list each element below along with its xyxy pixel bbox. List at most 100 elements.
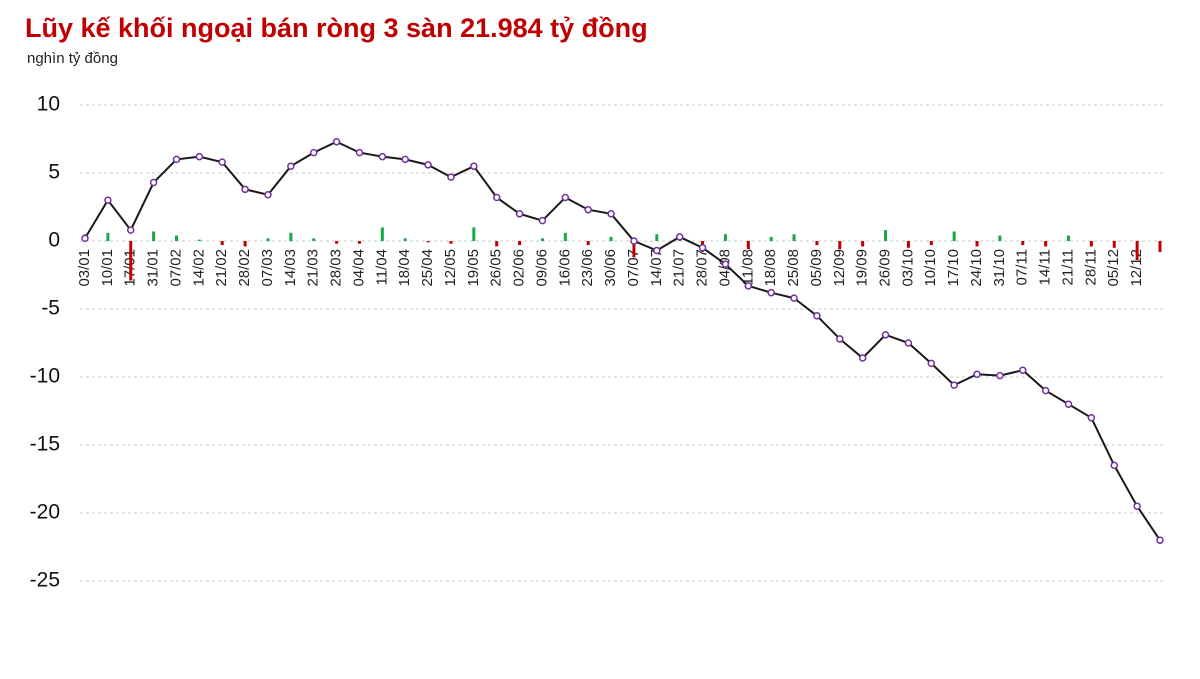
bar [174, 235, 178, 241]
x-tick-label: 26/05 [488, 249, 505, 287]
bar [266, 238, 270, 241]
bar [998, 235, 1002, 241]
bar [289, 232, 293, 241]
y-tick-label: 5 [48, 161, 60, 184]
x-tick-label: 14/03 [282, 249, 299, 287]
x-tick-label: 18/08 [762, 249, 779, 287]
bar [1067, 235, 1071, 241]
x-tick-label: 12/09 [831, 249, 848, 287]
bar [129, 241, 133, 281]
x-tick-label: 09/06 [533, 249, 550, 287]
bar [106, 232, 110, 241]
x-tick-label: 28/07 [694, 249, 711, 287]
bar [540, 238, 544, 241]
point [813, 312, 821, 320]
bar [609, 236, 613, 241]
point [996, 371, 1004, 380]
bar [723, 234, 727, 241]
point [515, 210, 524, 218]
y-tick-label: -25 [30, 569, 60, 592]
bar [380, 227, 384, 241]
bar [1112, 241, 1116, 248]
point [378, 152, 387, 161]
bar [152, 231, 156, 241]
point [1064, 400, 1073, 408]
y-tick-label: -15 [30, 433, 60, 456]
point [332, 137, 341, 146]
chart-title: Lũy kế khối ngoại bán ròng 3 sàn 21.984 … [25, 13, 648, 43]
x-tick-label: 25/08 [785, 249, 802, 287]
point [1156, 536, 1164, 544]
point [470, 162, 478, 170]
point [675, 233, 684, 241]
x-tick-label: 02/06 [511, 249, 528, 287]
bar [655, 234, 659, 241]
x-tick-label: 03/01 [76, 249, 93, 287]
x-tick-label: 19/05 [465, 249, 482, 287]
point [1110, 461, 1119, 470]
x-tick-label: 07/07 [625, 249, 642, 287]
point [950, 381, 958, 389]
bar [243, 241, 247, 247]
bar [838, 241, 842, 250]
bar [220, 241, 224, 246]
point [264, 191, 272, 199]
bar [975, 241, 979, 247]
x-tick-label: 21/02 [213, 249, 230, 287]
bar [1135, 241, 1139, 261]
point [241, 185, 249, 194]
bar [1089, 241, 1093, 247]
x-tick-label: 10/01 [99, 249, 116, 287]
bar [518, 241, 522, 246]
x-tick-label: 04/04 [350, 249, 367, 287]
x-tick-label: 11/04 [373, 249, 390, 285]
x-tick-label: 18/04 [396, 249, 413, 287]
bar [312, 238, 316, 241]
point [607, 210, 615, 218]
x-tick-label: 16/06 [556, 249, 573, 287]
point [309, 148, 318, 157]
bar [495, 241, 499, 247]
bar [449, 241, 453, 244]
x-tick-label: 23/06 [579, 249, 596, 287]
x-tick-label: 21/03 [305, 249, 322, 287]
bar [472, 227, 476, 241]
x-tick-label: 03/10 [899, 249, 916, 287]
bar [586, 241, 590, 246]
y-tick-label: -20 [30, 501, 60, 524]
x-tick-label: 28/03 [328, 249, 345, 287]
x-tick-label: 07/11 [1014, 249, 1031, 285]
point [584, 205, 592, 214]
bar [1158, 241, 1162, 252]
point [1019, 366, 1027, 374]
bar [632, 241, 636, 258]
bar [1021, 241, 1025, 246]
point [630, 237, 638, 245]
x-tick-label: 24/10 [968, 249, 985, 287]
x-tick-label: 31/01 [145, 249, 162, 287]
point [492, 193, 501, 202]
point [149, 178, 158, 187]
x-tick-label: 07/03 [259, 249, 276, 287]
x-tick-label: 05/09 [808, 249, 825, 287]
x-tick-label: 28/02 [236, 249, 253, 287]
x-tick-label: 19/09 [854, 249, 871, 287]
point [721, 260, 730, 268]
bar [792, 234, 796, 241]
y-tick-label: 10 [37, 93, 60, 116]
point [904, 339, 913, 347]
point [104, 196, 112, 204]
bar [769, 236, 773, 241]
bar [563, 232, 567, 241]
point [195, 152, 204, 161]
point [561, 193, 570, 202]
x-tick-label: 30/06 [602, 249, 619, 287]
point [927, 359, 936, 368]
x-tick-label: 05/12 [1105, 249, 1122, 287]
point [1041, 386, 1050, 395]
bar [335, 241, 339, 244]
chart-subtitle: nghìn tỷ đồng [27, 50, 118, 67]
x-tick-label: 28/11 [1082, 249, 1099, 285]
x-tick-label: 12/12 [1128, 249, 1145, 287]
